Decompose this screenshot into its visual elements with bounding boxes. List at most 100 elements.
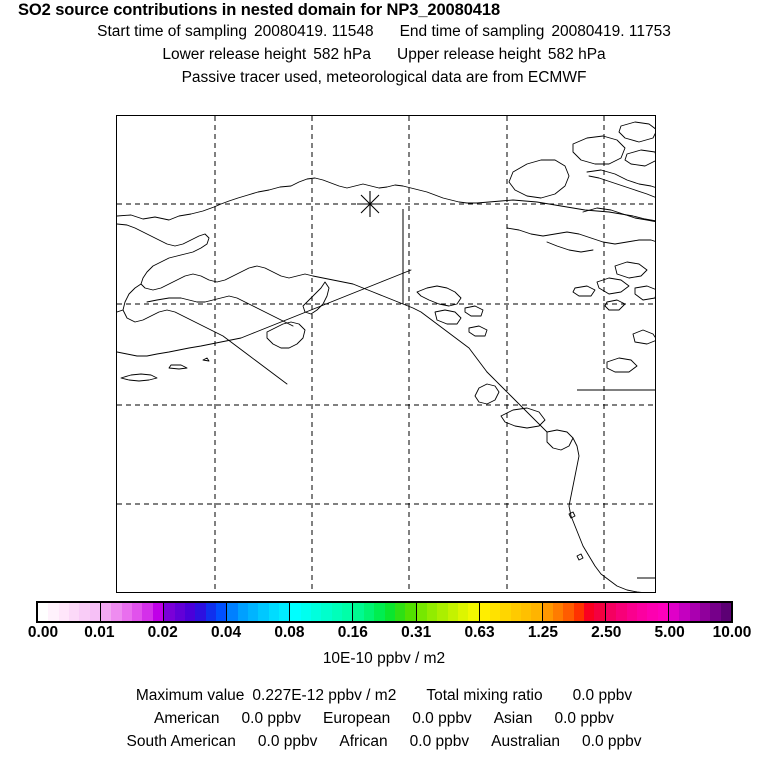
- end-time-label: End time of sampling: [399, 23, 545, 40]
- colorbar-band: [531, 603, 542, 621]
- coastline-arctic-island: [618, 121, 655, 143]
- end-time-value: 20080419. 11753: [551, 23, 671, 40]
- colorbar: [36, 601, 733, 623]
- colorbar-band: [563, 603, 574, 621]
- colorbar-band: [184, 603, 196, 621]
- colorbar-band: [426, 603, 438, 621]
- coastline-banks-island: [508, 159, 570, 199]
- colorbar-band: [258, 603, 269, 621]
- colorbar-band: [58, 603, 70, 621]
- footer-row-regions-2: South American 0.0 ppbv African 0.0 ppbv Aus…: [0, 730, 768, 753]
- coastline-island-cluster: [596, 277, 630, 295]
- header-text-block: SO2 source contributions in nested domai…: [0, 0, 768, 89]
- colorbar-band: [205, 603, 216, 621]
- colorbar-segment-white-to-pink: [38, 603, 102, 621]
- map-panel[interactable]: [116, 115, 656, 593]
- colorbar-band: [101, 603, 112, 621]
- coastline-island-cluster: [606, 357, 638, 373]
- colorbar-band: [626, 603, 637, 621]
- coastline-seward-peninsula: [122, 283, 288, 385]
- region-value-african: 0.0 ppbv: [409, 733, 470, 750]
- colorbar-band: [215, 603, 227, 621]
- colorbar-band: [279, 603, 290, 621]
- colorbar-segment-cyan: [290, 603, 354, 621]
- colorbar-band: [363, 603, 375, 621]
- colorbar-segment-red-to-magenta: [605, 603, 669, 621]
- maximum-value: 0.227E-12 ppbv / m2: [252, 687, 397, 704]
- colorbar-unit-label: 10E-10 ppbv / m2: [322, 650, 446, 667]
- colorbar-segment-magenta-to-purple: [668, 603, 731, 621]
- colorbar-tick-3: 0.04: [210, 624, 242, 641]
- region-label-european: European: [322, 710, 391, 727]
- coastline-se-alaska-islands: [416, 285, 462, 307]
- coastline-kodiak-island: [266, 321, 306, 349]
- colorbar-band: [227, 603, 238, 621]
- colorbar-band: [405, 603, 416, 621]
- coastline-victoria-island: [572, 135, 626, 165]
- colorbar-tick-8: 1.25: [527, 624, 558, 641]
- coastline-arctic-island: [624, 149, 655, 167]
- colorbar-band: [668, 603, 680, 621]
- political-border-layer: [402, 209, 655, 579]
- coastline-island-cluster: [614, 261, 648, 279]
- coastline-us-west-coast: [568, 437, 642, 592]
- coastline-offshore-islands: [576, 553, 584, 561]
- coastline-arctic-inlet: [546, 241, 594, 253]
- colorbar-band: [69, 603, 80, 621]
- colorbar-band: [490, 603, 501, 621]
- region-value-american: 0.0 ppbv: [241, 710, 301, 727]
- colorbar-band: [710, 603, 721, 621]
- colorbar-band: [657, 603, 668, 621]
- colorbar-band: [616, 603, 627, 621]
- maximum-value-label: Maximum value: [135, 687, 245, 704]
- release-site-asterisk[interactable]: [357, 191, 383, 217]
- footer-row-regions-1: American 0.0 ppbv European 0.0 ppbv Asian 0.0…: [0, 707, 768, 730]
- colorbar-band: [48, 603, 59, 621]
- page-title: SO2 source contributions in nested domai…: [18, 1, 501, 19]
- total-mixing-ratio-label: Total mixing ratio: [426, 687, 543, 704]
- colorbar-band: [268, 603, 279, 621]
- colorbar-band: [479, 603, 490, 621]
- colorbar-band: [605, 603, 617, 621]
- colorbar-band: [594, 603, 605, 621]
- release-height-line: Lower release height 582 hPa Upper release…: [0, 43, 768, 66]
- region-label-asian: Asian: [493, 710, 533, 727]
- footer-stats-block: Maximum value 0.227E-12 ppbv / m2 Total mi…: [0, 684, 768, 753]
- colorbar-segment-yellow: [479, 603, 543, 621]
- sampling-time-line: Start time of sampling 20080419. 11548 End…: [0, 20, 768, 43]
- colorbar-tick-9: 2.50: [591, 624, 622, 641]
- tracer-note: Passive tracer used, meteorological data…: [181, 69, 587, 86]
- map-canvas[interactable]: [117, 116, 656, 593]
- coastline-bristol-bay: [117, 295, 294, 327]
- colorbar-band: [142, 603, 153, 621]
- upper-release-height-label: Upper release height: [397, 46, 541, 63]
- colorbar-band: [468, 603, 479, 621]
- colorbar-band: [89, 603, 101, 621]
- region-value-european: 0.0 ppbv: [412, 710, 472, 727]
- colorbar-tick-4: 0.08: [274, 624, 305, 641]
- colorbar-band: [79, 603, 90, 621]
- colorbar-band: [374, 603, 385, 621]
- colorbar-band: [720, 603, 731, 621]
- colorbar-tick-5: 0.16: [337, 624, 368, 641]
- upper-release-height-value: 582 hPa: [547, 46, 606, 63]
- colorbar-band: [237, 603, 248, 621]
- colorbar-band: [394, 603, 406, 621]
- colorbar-tick-0: 0.00: [27, 624, 59, 641]
- coastline-island-cluster: [634, 285, 655, 301]
- region-value-asian: 0.0 ppbv: [554, 710, 614, 727]
- graticule-gridlines: [117, 116, 655, 592]
- colorbar-band: [647, 603, 658, 621]
- lower-release-height-value: 582 hPa: [313, 46, 371, 63]
- colorbar-band: [174, 603, 185, 621]
- colorbar-band: [636, 603, 648, 621]
- colorbar-segment-orange-to-red: [542, 603, 606, 621]
- colorbar-segment-pink-to-violet: [101, 603, 165, 621]
- colorbar-band: [121, 603, 133, 621]
- colorbar-segment-cyan-to-green: [353, 603, 417, 621]
- coastline-british-columbia: [486, 371, 548, 433]
- colorbar-band: [679, 603, 690, 621]
- colorbar-band: [132, 603, 143, 621]
- colorbar-segment-blue-to-cyan: [227, 603, 291, 621]
- coastline-island-cluster: [632, 329, 655, 345]
